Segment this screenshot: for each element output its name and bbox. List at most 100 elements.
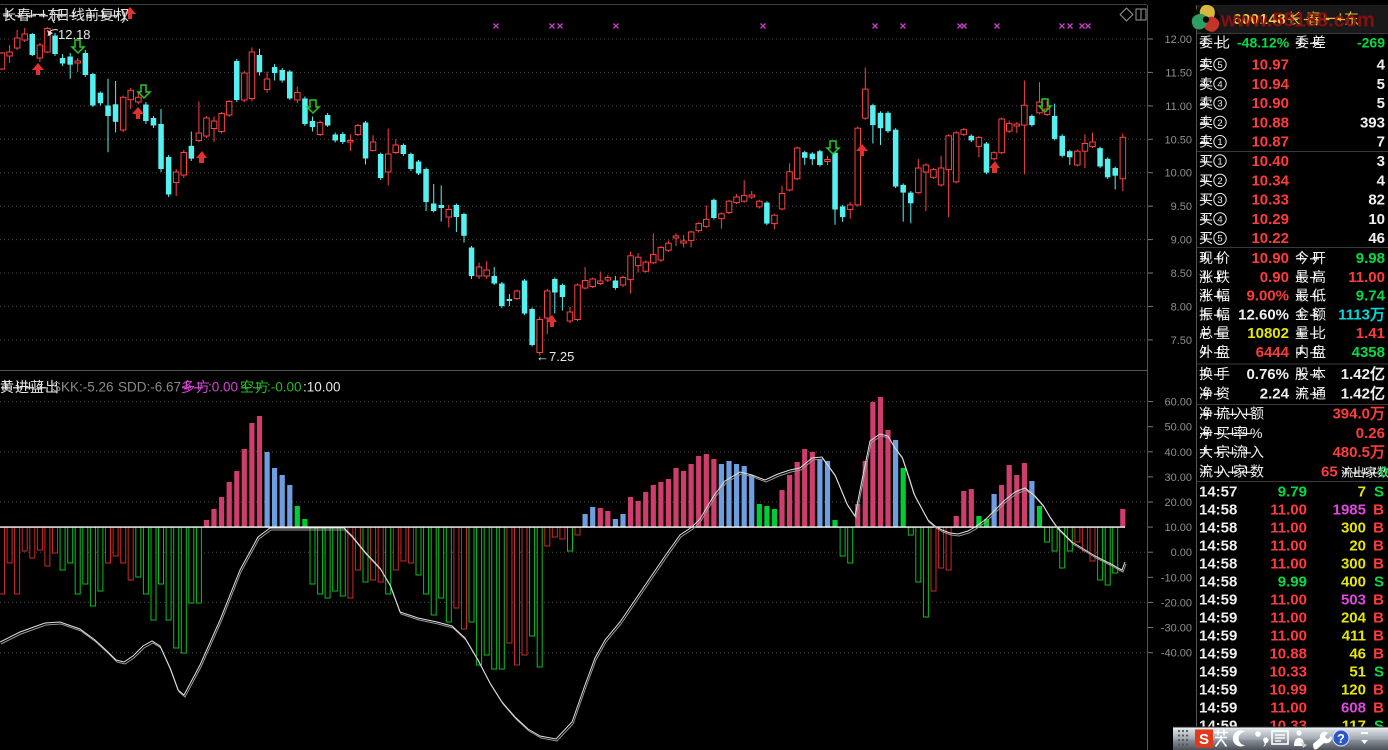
svg-text:11.00: 11.00 [1270,609,1307,626]
svg-text:0.00: 0.00 [1171,547,1192,559]
svg-text:10.29: 10.29 [1251,211,1289,228]
svg-text:14:59: 14:59 [1199,663,1237,680]
svg-text:10.88: 10.88 [1269,645,1307,662]
svg-text:(: ( [51,7,56,23]
svg-text:涨幅: 涨幅 [1199,288,1233,304]
svg-text:B: B [1373,519,1384,536]
svg-text:2: 2 [1217,118,1222,129]
svg-text:4358: 4358 [1352,344,1385,361]
svg-text:金额: 金额 [1295,306,1329,322]
svg-text:SDD:-6.67: SDD:-6.67 [118,380,181,395]
svg-text:4: 4 [1217,214,1222,225]
svg-text:10.00: 10.00 [1164,168,1192,180]
svg-text:40.00: 40.00 [1164,447,1192,459]
svg-text:2.24: 2.24 [1260,385,1290,402]
svg-text:7: 7 [1358,483,1366,500]
svg-text:净流入额: 净流入额 [1199,406,1267,422]
svg-text:11.00: 11.00 [1270,501,1307,518]
svg-text:11.00: 11.00 [1270,699,1307,716]
svg-text:1113万: 1113万 [1338,306,1385,323]
svg-text:14:59: 14:59 [1199,699,1237,716]
svg-text:1.42亿: 1.42亿 [1341,384,1385,402]
svg-text:←7.25: ←7.25 [536,349,574,364]
svg-text:前复权: 前复权 [85,7,130,23]
svg-text:S: S [1374,717,1384,734]
svg-text:S: S [1199,731,1209,748]
svg-text:S: S [1374,573,1384,590]
svg-text:4: 4 [1217,79,1222,90]
svg-text:4: 4 [1377,57,1386,74]
svg-text:-30.00: -30.00 [1161,623,1192,635]
svg-text:0.90: 0.90 [1260,269,1289,286]
svg-text:11.00: 11.00 [1270,519,1307,536]
svg-text:大宗流入: 大宗流入 [1199,444,1267,460]
svg-text:卖: 卖 [1199,76,1213,92]
svg-text:50.00: 50.00 [1164,422,1192,434]
svg-text:日线: 日线 [56,7,86,23]
svg-text:卖: 卖 [1199,114,1213,130]
svg-text:买: 买 [1199,230,1213,246]
svg-text:10.33: 10.33 [1251,192,1289,209]
svg-text:1: 1 [1217,157,1222,168]
svg-text:11.00: 11.00 [1270,627,1307,644]
svg-text:净资: 净资 [1199,385,1233,401]
svg-text:涨跌: 涨跌 [1199,269,1233,285]
svg-text:10.90: 10.90 [1251,250,1289,267]
svg-text:411: 411 [1342,627,1366,644]
svg-text:394.0万: 394.0万 [1332,406,1385,423]
svg-text:12.18: 12.18 [58,27,91,42]
svg-text:11.00: 11.00 [1348,269,1385,286]
svg-text:14:58: 14:58 [1199,537,1237,554]
svg-text:10.94: 10.94 [1251,76,1289,93]
svg-text:买: 买 [1199,153,1213,169]
svg-text:卖: 卖 [1199,57,1213,73]
svg-text:393: 393 [1360,114,1385,131]
svg-text:最低: 最低 [1295,288,1329,304]
svg-text:1985: 1985 [1333,501,1366,518]
svg-text:现价: 现价 [1199,250,1233,266]
svg-text:B: B [1373,555,1384,572]
svg-text:14:59: 14:59 [1199,609,1237,626]
svg-text:14:58: 14:58 [1199,573,1237,590]
svg-text:B: B [1373,627,1384,644]
svg-text:120: 120 [1341,681,1366,698]
svg-text:.: . [80,7,84,23]
svg-text:5: 5 [1217,60,1222,71]
svg-text:总量: 总量 [1199,325,1233,341]
svg-text:10.87: 10.87 [1251,134,1289,151]
svg-text:46: 46 [1368,230,1385,247]
svg-text:B: B [1373,537,1384,554]
svg-text:5: 5 [1217,234,1222,245]
svg-text:B: B [1373,609,1384,626]
svg-text:11.00: 11.00 [1165,101,1192,113]
svg-text:内盘: 内盘 [1295,344,1329,360]
svg-text:10.88: 10.88 [1251,114,1289,131]
svg-text:608: 608 [1341,699,1366,716]
svg-text:9.99: 9.99 [1278,573,1307,590]
svg-text:振幅: 振幅 [1199,306,1233,322]
svg-text:买: 买 [1199,211,1213,227]
svg-text:10.97: 10.97 [1251,57,1289,74]
svg-text:?: ? [1337,732,1345,746]
svg-text:买: 买 [1199,192,1213,208]
svg-text:60.00: 60.00 [1164,397,1192,409]
svg-text:买: 买 [1199,172,1213,188]
svg-text:-48.12%: -48.12% [1237,35,1290,51]
svg-text:B: B [1373,645,1384,662]
svg-text:股本: 股本 [1295,366,1329,382]
svg-text:10.34: 10.34 [1251,172,1289,189]
svg-text:5: 5 [1377,76,1385,93]
svg-text:4: 4 [1377,172,1386,189]
svg-text:82: 82 [1368,192,1385,209]
svg-text:400: 400 [1341,573,1366,590]
svg-text:8.00: 8.00 [1171,301,1192,313]
svg-text:B: B [1373,591,1384,608]
svg-text:今开: 今开 [1295,250,1329,266]
svg-text:12.60%: 12.60% [1238,306,1289,323]
svg-text:卖: 卖 [1199,95,1213,111]
svg-text:14:59: 14:59 [1199,681,1237,698]
svg-text:9.74: 9.74 [1356,288,1386,305]
svg-text:11.50: 11.50 [1165,67,1192,79]
svg-text:2: 2 [1217,176,1222,187]
svg-text:11.00: 11.00 [1270,591,1307,608]
